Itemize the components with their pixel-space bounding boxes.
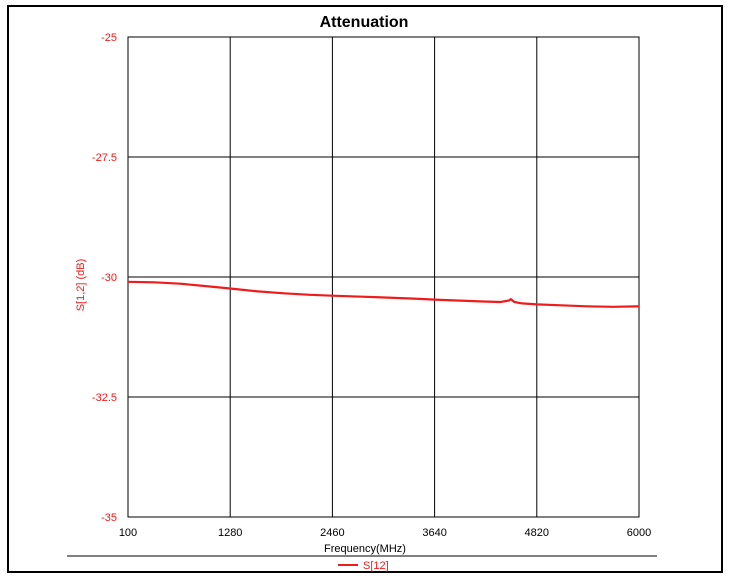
legend-label-s12: S[12] [363, 560, 389, 572]
y-tick-label: -35 [101, 512, 117, 524]
y-tick-label: -32.5 [92, 392, 117, 404]
y-tick-label: -27.5 [92, 152, 117, 164]
x-tick-labels: 100 1280 2460 3640 4820 6000 [119, 527, 651, 539]
y-tick-label: -30 [101, 272, 117, 284]
legend: S[12] [338, 560, 389, 572]
x-axis-label: Frequency(MHz) [324, 543, 406, 555]
x-tick-label: 100 [119, 527, 137, 539]
grid [127, 36, 640, 518]
x-tick-label: 2460 [320, 527, 344, 539]
series-line-s12 [127, 280, 640, 308]
x-tick-label: 6000 [627, 527, 651, 539]
x-tick-label: 4820 [525, 527, 549, 539]
chart-frame [7, 5, 723, 573]
x-tick-label: 1280 [218, 527, 242, 539]
series-layer [127, 280, 640, 308]
plot-area [127, 36, 640, 518]
x-tick-label: 3640 [422, 527, 446, 539]
chart-title: Attenuation [320, 14, 409, 31]
y-tick-labels: -25 -27.5 -30 -32.5 -35 [92, 32, 117, 524]
y-tick-label: -25 [101, 32, 117, 44]
y-axis-label: S[1,2] (dB) [75, 259, 87, 312]
